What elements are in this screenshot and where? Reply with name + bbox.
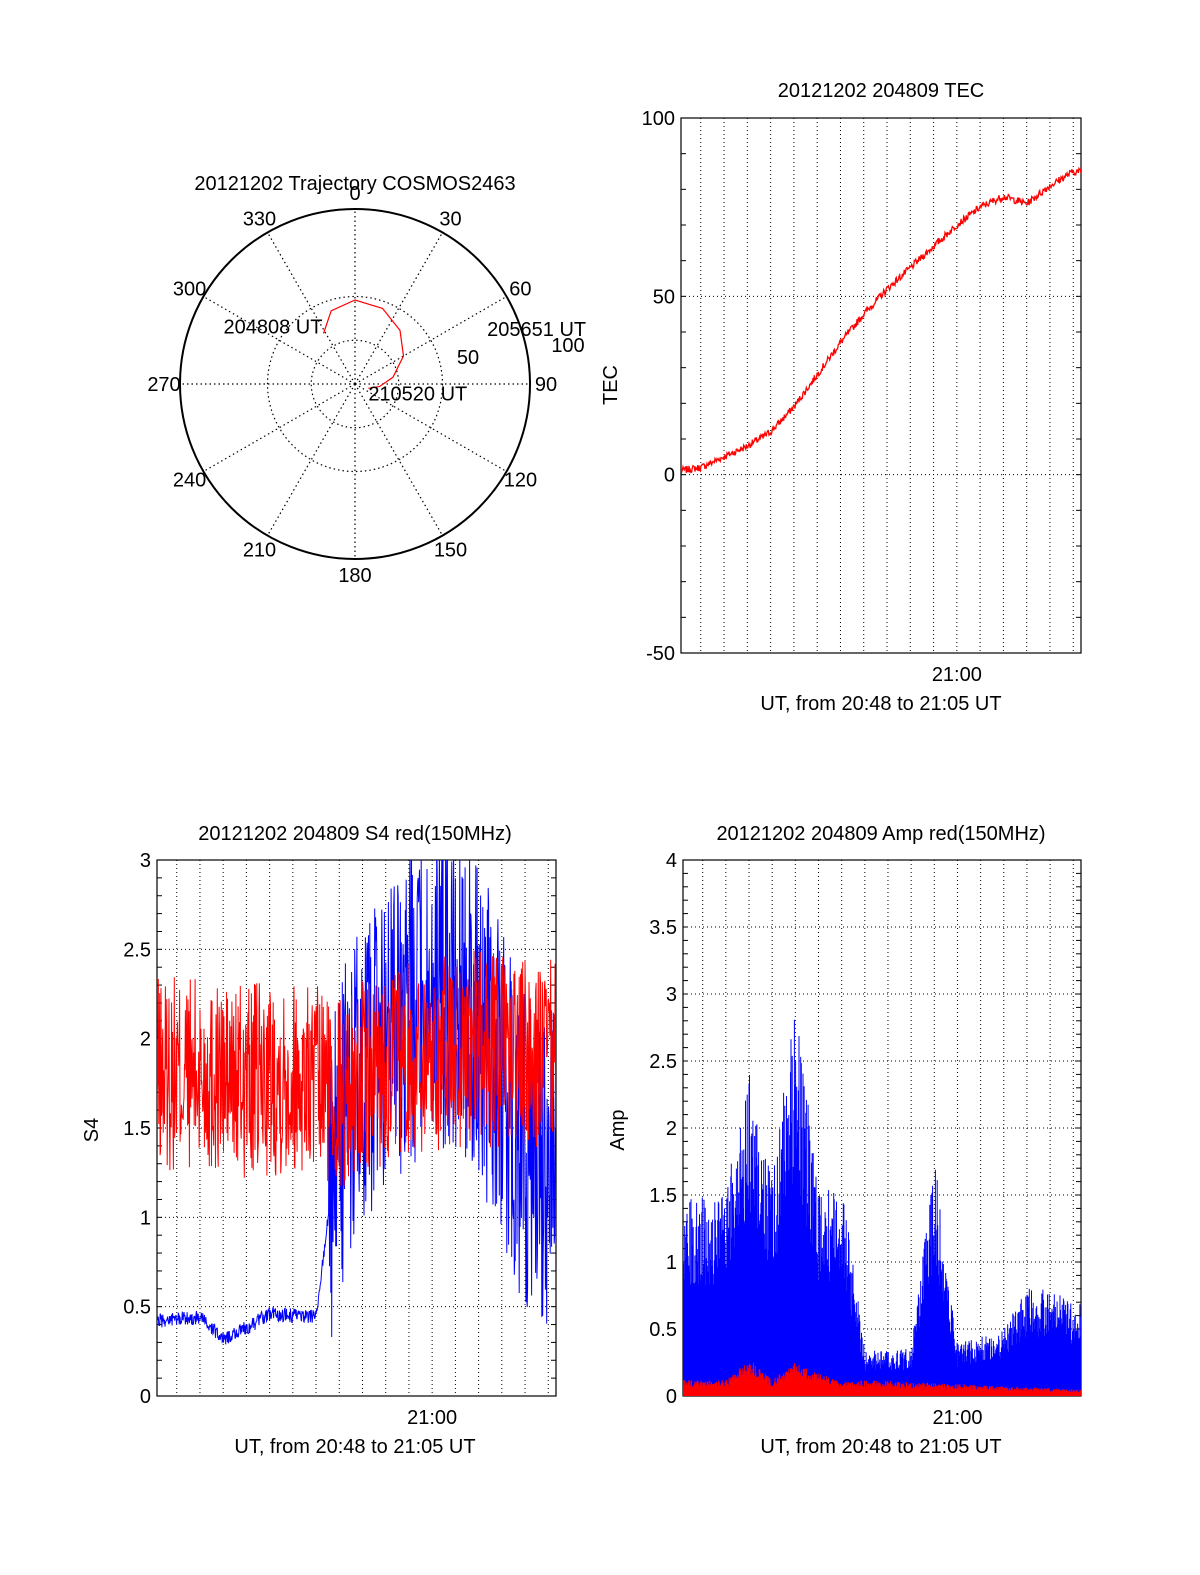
polar-azimuth-label: 30: [439, 209, 461, 231]
y-tick-label: 0: [664, 465, 675, 487]
polar-spoke: [203, 383, 356, 473]
polar-labels: 0 30 60 90 120 150 180 210 240 270 300 330 50 100: [147, 183, 584, 587]
amp-title: 20121202 204809 Amp red(150MHz): [716, 823, 1045, 845]
polar-azimuth-label: 0: [349, 183, 360, 205]
y-tick-label: 2.5: [649, 1051, 677, 1073]
tec-chart: 20121202 204809 TEC -50 0 50 100 21:00 UT, f…: [600, 80, 1082, 715]
amp-chart: 20121202 204809 Amp red(150MHz) 0 0.5 1 1.5…: [607, 823, 1082, 1458]
polar-azimuth-label: 300: [173, 279, 206, 301]
y-tick-label: 1: [140, 1207, 151, 1229]
amp-ylabel: Amp: [607, 1109, 629, 1150]
polar-azimuth-label: 210: [243, 539, 276, 561]
y-tick-label: 4: [666, 850, 677, 872]
polar-azimuth-label: 90: [535, 374, 557, 396]
polar-spoke: [266, 383, 356, 536]
y-tick-label: 3.5: [649, 917, 677, 939]
trajectory-line: [322, 299, 405, 389]
y-tick-label: 50: [653, 286, 675, 308]
y-tick-label: 1.5: [123, 1118, 151, 1140]
polar-azimuth-label: 60: [509, 279, 531, 301]
y-tick-label: 0: [666, 1386, 677, 1408]
s4-ylabel: S4: [81, 1118, 103, 1142]
polar-grid: [179, 208, 531, 560]
tec-xlabel: UT, from 20:48 to 21:05 UT: [760, 693, 1001, 715]
polar-radial-label: 50: [457, 347, 479, 369]
s4-plot-area: 0 0.5 1 1.5 2 2.5 3 21:00: [123, 850, 557, 1429]
trajectory-time-label: 204808 UT: [223, 317, 322, 339]
polar-radial-label: 100: [551, 335, 584, 357]
s4-title: 20121202 204809 S4 red(150MHz): [198, 823, 512, 845]
polar-azimuth-label: 150: [434, 539, 467, 561]
tec-title: 20121202 204809 TEC: [778, 80, 984, 102]
polar-outer-circle: [179, 208, 531, 560]
y-tick-label: 2: [666, 1118, 677, 1140]
tec-plot-area: -50 0 50 100 21:00: [642, 108, 1082, 686]
s4-chart: 20121202 204809 S4 red(150MHz) 0 0.5 1 1.5 2…: [81, 823, 557, 1458]
tec-series-line: [681, 166, 1081, 474]
polar-spoke: [354, 232, 444, 385]
y-tick-label: 1: [666, 1252, 677, 1274]
polar-azimuth-label: 240: [173, 470, 206, 492]
polar-spoke: [354, 295, 507, 385]
x-tick-label: 21:00: [932, 664, 982, 686]
polar-grid-circle: [266, 295, 444, 473]
s4-xlabel: UT, from 20:48 to 21:05 UT: [234, 1436, 475, 1458]
y-tick-label: 3: [140, 850, 151, 872]
y-tick-label: 3: [666, 984, 677, 1006]
y-tick-label: 0.5: [649, 1319, 677, 1341]
y-tick-label: 2: [140, 1029, 151, 1051]
amp-series-blue: [683, 1019, 1081, 1396]
plot-frame: [680, 117, 1082, 654]
y-tick-label: 0.5: [123, 1297, 151, 1319]
polar-grid-circle: [310, 339, 400, 429]
y-tick-label: -50: [646, 643, 675, 665]
trajectory-time-label: 205651 UT: [487, 319, 586, 341]
y-tick-label: 2.5: [123, 939, 151, 961]
polar-azimuth-label: 330: [243, 209, 276, 231]
polar-title: 20121202 Trajectory COSMOS2463: [194, 173, 515, 195]
polar-azimuth-label: 180: [338, 565, 371, 587]
amp-xlabel: UT, from 20:48 to 21:05 UT: [760, 1436, 1001, 1458]
y-tick-label: 0: [140, 1386, 151, 1408]
trajectory-time-label: 210520 UT: [368, 383, 467, 405]
x-tick-label: 21:00: [407, 1407, 457, 1429]
polar-azimuth-label: 120: [504, 470, 537, 492]
y-tick-label: 1.5: [649, 1185, 677, 1207]
y-tick-label: 100: [642, 108, 675, 130]
s4-series-blue: [157, 860, 556, 1345]
polar-trajectory-chart: 20121202 Trajectory COSMOS2463 0 30 60 90 12…: [147, 173, 586, 587]
polar-series: 204808 UT 205651 UT 210520 UT: [223, 299, 586, 405]
amp-series-red: [683, 1362, 1081, 1396]
amp-plot-area: 0 0.5 1 1.5 2 2.5 3 3.5 4 21:00: [649, 850, 1082, 1429]
tec-ylabel: TEC: [600, 365, 622, 405]
x-tick-label: 21:00: [932, 1407, 982, 1429]
polar-azimuth-label: 270: [147, 374, 180, 396]
s4-series-red: [157, 950, 556, 1186]
